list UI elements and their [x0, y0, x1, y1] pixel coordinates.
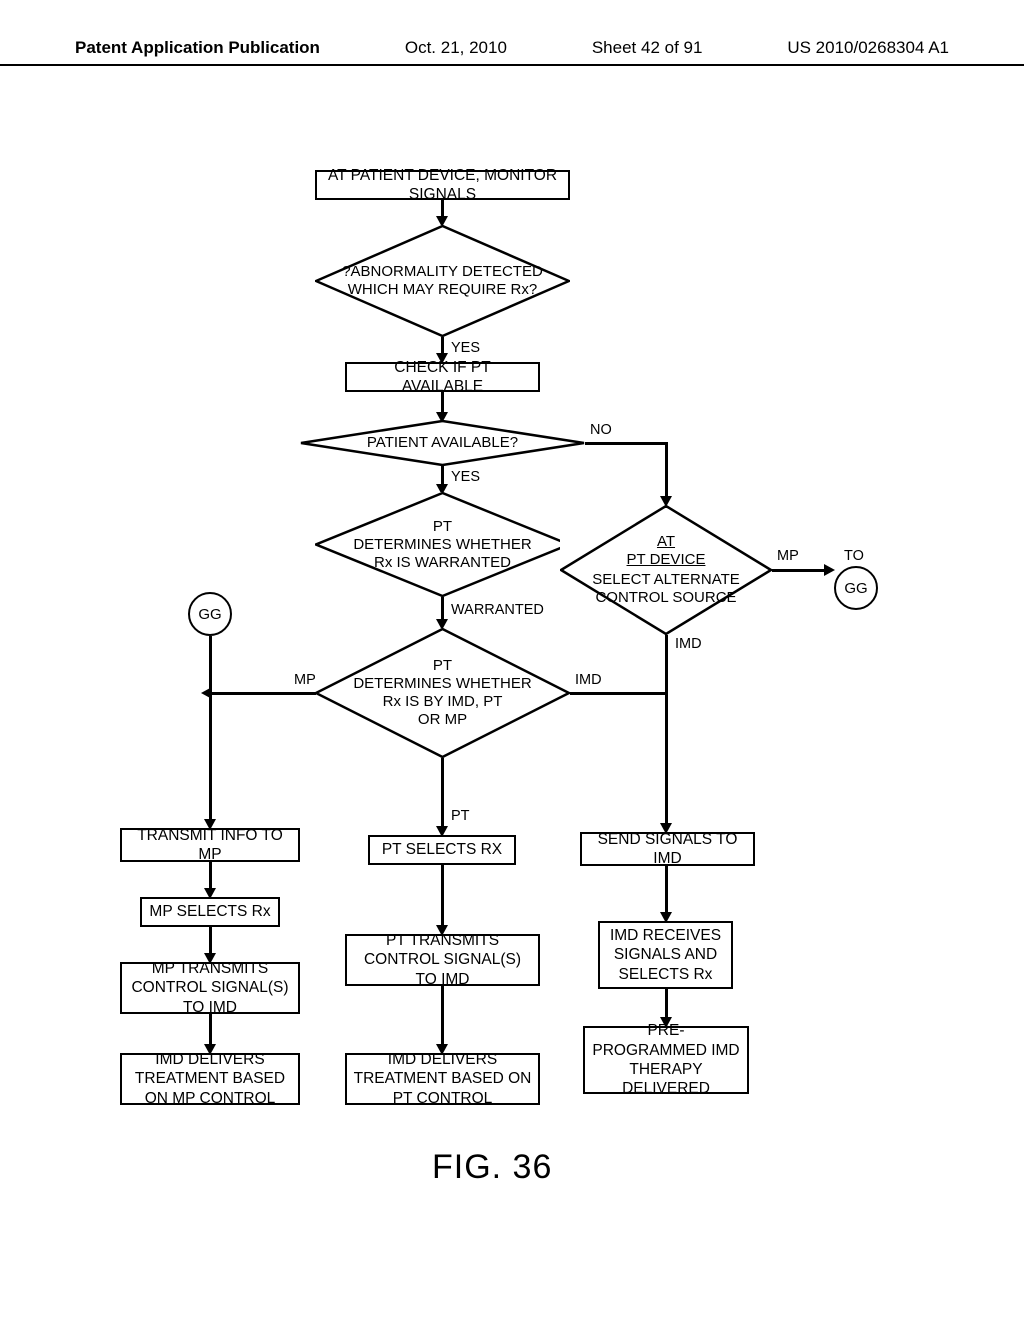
- edge: [570, 692, 667, 695]
- header-pubno: US 2010/0268304 A1: [787, 38, 949, 58]
- d2-text: PATIENT AVAILABLE?: [367, 434, 518, 452]
- label-mp2: MP: [777, 548, 799, 564]
- header-date: Oct. 21, 2010: [405, 38, 507, 58]
- edge: [665, 866, 668, 914]
- caption-text: FIG. 36: [432, 1148, 552, 1186]
- mptx-text: MP TRANSMITS CONTROL SIGNAL(S) TO IMD: [128, 959, 292, 1017]
- mpdel-text: IMD DELIVERS TREATMENT BASED ON MP CONTR…: [128, 1050, 292, 1108]
- diamond-alt-source: AT PT DEVICE SELECT ALTERNATE CONTROL SO…: [560, 505, 772, 635]
- d1-text: ?ABNORMALITY DETECTED WHICH MAY REQUIRE …: [341, 263, 544, 299]
- gg-text: GG: [198, 606, 221, 623]
- edge: [211, 692, 316, 695]
- box-check-pt: CHECK IF PT AVAILABLE: [345, 362, 540, 392]
- edge: [209, 927, 212, 955]
- box-pt-delivers: IMD DELIVERS TREATMENT BASED ON PT CONTR…: [345, 1053, 540, 1105]
- box-send-imd: SEND SIGNALS TO IMD: [580, 832, 755, 866]
- box-transmit-mp: TRANSMIT INFO TO MP: [120, 828, 300, 862]
- ptsel-text: PT SELECTS RX: [382, 840, 502, 859]
- edge: [585, 442, 667, 445]
- imdsend-text: SEND SIGNALS TO IMD: [588, 830, 747, 869]
- label-mp: MP: [294, 672, 316, 688]
- d3-text: PT DETERMINES WHETHER Rx IS WARRANTED: [353, 518, 531, 572]
- d5-text: PT DETERMINES WHETHER Rx IS BY IMD, PT O…: [353, 657, 531, 729]
- label-imd: IMD: [575, 672, 602, 688]
- header-pub: Patent Application Publication: [75, 38, 320, 58]
- edge: [441, 758, 444, 828]
- mpsel-text: MP SELECTS Rx: [149, 902, 270, 921]
- edge: [772, 569, 826, 572]
- label-imd2: IMD: [675, 636, 702, 652]
- gg2-text: GG: [844, 580, 867, 597]
- header-sheet: Sheet 42 of 91: [592, 38, 703, 58]
- box-mp-delivers: IMD DELIVERS TREATMENT BASED ON MP CONTR…: [120, 1053, 300, 1105]
- edge: [209, 636, 212, 821]
- arrowhead: [824, 564, 835, 576]
- box-pt-transmits: PT TRANSMITS CONTROL SIGNAL(S) TO IMD: [345, 934, 540, 986]
- edge: [441, 466, 444, 486]
- diamond-rx-by-who: PT DETERMINES WHETHER Rx IS BY IMD, PT O…: [315, 628, 570, 758]
- label-warranted: WARRANTED: [451, 602, 544, 618]
- imdrx-text: IMD RECEIVES SIGNALS AND SELECTS Rx: [606, 926, 725, 984]
- imddel-text: PRE-PROGRAMMED IMD THERAPY DELIVERED: [591, 1021, 741, 1099]
- edge: [209, 862, 212, 890]
- arrowhead: [201, 687, 212, 699]
- ptdel-text: IMD DELIVERS TREATMENT BASED ON PT CONTR…: [353, 1050, 532, 1108]
- edge: [209, 1014, 212, 1046]
- box-imd-receives: IMD RECEIVES SIGNALS AND SELECTS Rx: [598, 921, 733, 989]
- box-monitor-signals: AT PATIENT DEVICE, MONITOR SIGNALS: [315, 170, 570, 200]
- label-no: NO: [590, 422, 612, 438]
- box-mp-transmits: MP TRANSMITS CONTROL SIGNAL(S) TO IMD: [120, 962, 300, 1014]
- label-togg-to: TO: [844, 548, 864, 564]
- label-pt: PT: [451, 808, 470, 824]
- edge: [441, 392, 444, 414]
- connector-gg-left: GG: [188, 592, 232, 636]
- edge: [441, 986, 444, 1046]
- edge: [665, 989, 668, 1019]
- txmp-text: TRANSMIT INFO TO MP: [128, 826, 292, 865]
- edge: [441, 865, 444, 927]
- box-mp-selects: MP SELECTS Rx: [140, 897, 280, 927]
- pttx-text: PT TRANSMITS CONTROL SIGNAL(S) TO IMD: [353, 931, 532, 989]
- connector-gg-right: GG: [834, 566, 878, 610]
- n2-text: CHECK IF PT AVAILABLE: [353, 358, 532, 397]
- label-yes2: YES: [451, 469, 480, 485]
- diamond-abnormality: ?ABNORMALITY DETECTED WHICH MAY REQUIRE …: [315, 225, 570, 337]
- label-yes1: YES: [451, 340, 480, 356]
- figure-caption: FIG. 36: [432, 1148, 552, 1187]
- box-imd-delivers: PRE-PROGRAMMED IMD THERAPY DELIVERED: [583, 1026, 749, 1094]
- diamond-pt-available: PATIENT AVAILABLE?: [300, 420, 585, 466]
- diamond-pt-warranted: PT DETERMINES WHETHER Rx IS WARRANTED: [315, 492, 570, 597]
- d4-top: AT: [657, 533, 675, 551]
- edge: [665, 635, 668, 825]
- box-pt-selects: PT SELECTS RX: [368, 835, 516, 865]
- page-header: Patent Application Publication Oct. 21, …: [0, 38, 1024, 66]
- d4-text: SELECT ALTERNATE CONTROL SOURCE: [588, 571, 744, 607]
- edge: [441, 597, 444, 621]
- n1-text: AT PATIENT DEVICE, MONITOR SIGNALS: [323, 166, 562, 205]
- edge: [665, 442, 668, 498]
- flowchart: AT PATIENT DEVICE, MONITOR SIGNALS ?ABNO…: [120, 170, 900, 1170]
- d4-top2: PT DEVICE: [627, 551, 706, 569]
